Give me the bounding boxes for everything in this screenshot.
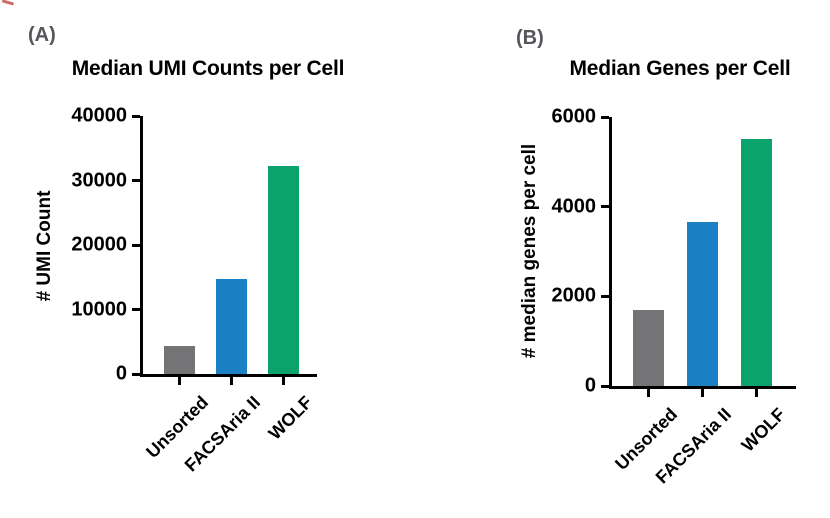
y-axis: 0 2000 4000 6000 bbox=[509, 106, 609, 397]
plot-area bbox=[609, 117, 796, 389]
y-tick-label: 10000 bbox=[71, 298, 127, 320]
y-tick-mark bbox=[601, 384, 609, 388]
y-tick-label: 30000 bbox=[71, 169, 127, 191]
x-tick-mark bbox=[701, 389, 704, 397]
y-tick-label: 2000 bbox=[551, 284, 597, 307]
y-tick-label: 0 bbox=[584, 374, 596, 397]
x-tick bbox=[687, 389, 718, 397]
y-axis: 0 10000 20000 30000 40000 bbox=[40, 105, 140, 385]
x-tick bbox=[633, 389, 664, 397]
y-tick-label: 40000 bbox=[71, 104, 127, 127]
panel-a-label: (A) bbox=[28, 24, 56, 46]
x-tick bbox=[741, 389, 772, 397]
y-tick-mark bbox=[132, 372, 140, 376]
bar-facsaria-ii bbox=[216, 278, 247, 374]
x-axis-ticks bbox=[612, 389, 817, 397]
y-tick-label: 6000 bbox=[551, 105, 597, 128]
x-tick-mark bbox=[755, 389, 758, 397]
y-tick-label: 0 bbox=[115, 362, 127, 385]
corner-artifact bbox=[1, 0, 15, 6]
bars bbox=[143, 116, 317, 374]
y-tick-mark bbox=[132, 179, 140, 182]
x-tick bbox=[268, 377, 299, 385]
x-label-wolf: WOLF bbox=[737, 404, 790, 456]
y-tick-mark bbox=[132, 114, 140, 118]
x-tick-mark bbox=[178, 377, 181, 385]
x-tick bbox=[164, 377, 195, 385]
y-tick-mark bbox=[601, 205, 609, 209]
bars bbox=[612, 117, 796, 386]
y-tick-label: 20000 bbox=[71, 233, 127, 256]
x-tick-mark bbox=[282, 377, 285, 385]
y-tick-mark bbox=[601, 115, 609, 119]
x-axis-ticks bbox=[143, 377, 338, 385]
chart-a-title: Median UMI Counts per Cell bbox=[71, 57, 345, 80]
x-tick bbox=[216, 377, 247, 385]
bar-wolf bbox=[268, 166, 299, 374]
y-tick-label: 4000 bbox=[551, 195, 597, 218]
panel-b-label: (B) bbox=[516, 27, 544, 49]
x-label-wolf: WOLF bbox=[264, 392, 317, 444]
plot-area bbox=[140, 116, 317, 377]
chart-b-title: Median Genes per Cell bbox=[569, 57, 791, 80]
x-tick-mark bbox=[647, 389, 650, 397]
x-tick-mark bbox=[230, 377, 233, 385]
y-tick-mark bbox=[132, 243, 140, 247]
bar-unsorted bbox=[164, 345, 195, 374]
bar-facsaria-ii bbox=[687, 222, 718, 386]
y-tick-mark bbox=[132, 308, 140, 311]
y-tick-mark bbox=[601, 294, 609, 298]
bar-wolf bbox=[741, 139, 772, 386]
bar-unsorted bbox=[633, 309, 664, 386]
